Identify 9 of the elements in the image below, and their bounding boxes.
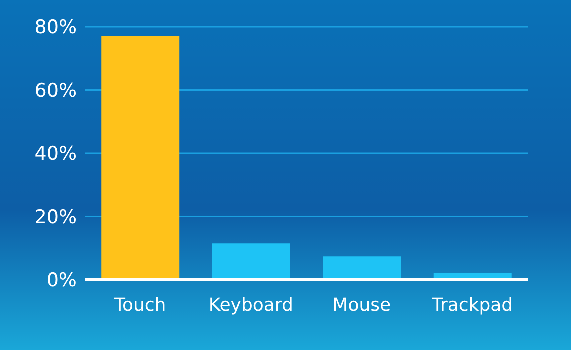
x-tick-label: Trackpad <box>431 294 514 316</box>
x-tick-label: Touch <box>114 294 166 316</box>
y-tick-label: 40% <box>34 143 77 166</box>
y-tick-label: 0% <box>46 270 77 292</box>
y-tick-label: 20% <box>34 206 77 228</box>
x-tick-label: Mouse <box>332 294 392 316</box>
y-tick-label: 60% <box>34 80 77 102</box>
x-tick-label: Keyboard <box>208 294 294 316</box>
y-tick-label: 80% <box>34 16 77 39</box>
